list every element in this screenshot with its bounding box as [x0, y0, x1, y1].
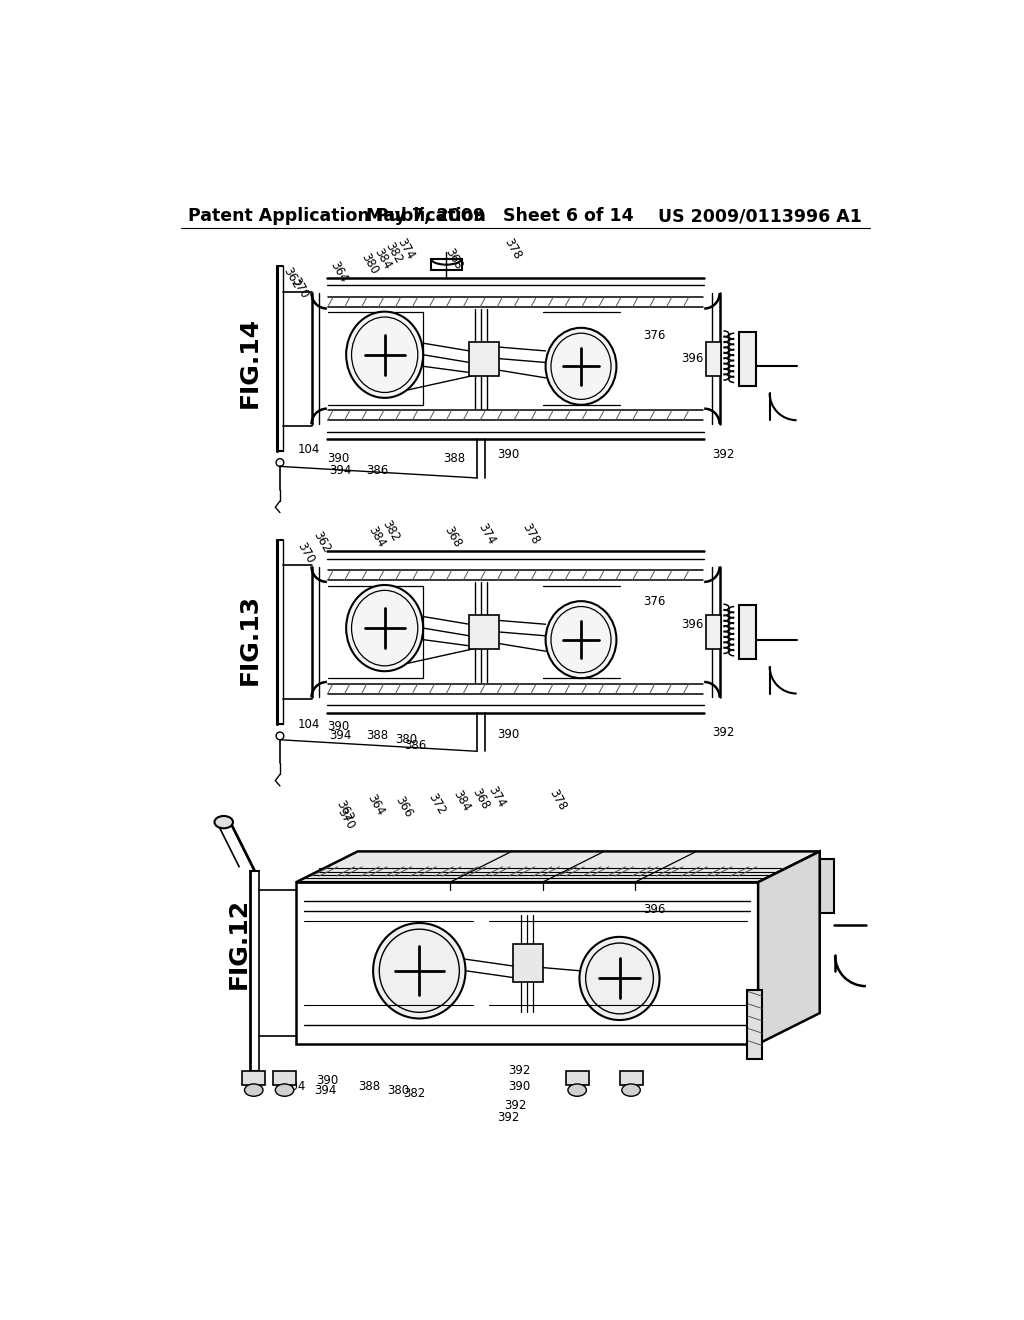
Text: 378: 378: [520, 521, 542, 546]
Ellipse shape: [275, 1084, 294, 1096]
Text: 390: 390: [497, 449, 519, 462]
Bar: [513, 944, 543, 982]
Text: 378: 378: [547, 787, 569, 813]
Text: US 2009/0113996 A1: US 2009/0113996 A1: [658, 207, 862, 226]
Text: 368: 368: [470, 787, 493, 812]
Text: 382: 382: [383, 240, 406, 267]
Text: 376: 376: [643, 329, 666, 342]
Text: 380: 380: [387, 1084, 410, 1097]
Text: 390: 390: [328, 721, 349, 733]
Ellipse shape: [546, 601, 616, 678]
Text: 390: 390: [497, 727, 519, 741]
Text: 374: 374: [395, 235, 418, 261]
Text: 372: 372: [426, 791, 449, 817]
Text: 390: 390: [328, 453, 349, 465]
Bar: [739, 605, 756, 659]
Text: 392: 392: [508, 1064, 530, 1077]
Ellipse shape: [546, 327, 616, 405]
Text: 390: 390: [508, 1080, 530, 1093]
Text: 396: 396: [643, 903, 666, 916]
Text: 392: 392: [713, 449, 734, 462]
Text: 380: 380: [395, 733, 418, 746]
Text: 392: 392: [497, 1110, 519, 1123]
Text: 384: 384: [451, 788, 473, 814]
Text: May 7, 2009   Sheet 6 of 14: May 7, 2009 Sheet 6 of 14: [367, 207, 634, 226]
Text: FIG.14: FIG.14: [238, 317, 262, 408]
Text: 362: 362: [310, 529, 333, 554]
Text: 388: 388: [366, 730, 388, 742]
Text: 366: 366: [392, 793, 415, 820]
Text: 364: 364: [328, 260, 349, 285]
Text: 388: 388: [358, 1080, 380, 1093]
Ellipse shape: [622, 1084, 640, 1096]
Bar: [565, 1071, 589, 1085]
Bar: [739, 331, 756, 385]
Text: 384: 384: [372, 246, 394, 272]
Polygon shape: [758, 851, 819, 1044]
Bar: [819, 859, 834, 913]
Text: 374: 374: [485, 784, 508, 809]
Text: 374: 374: [476, 521, 499, 546]
Text: 362: 362: [334, 799, 356, 824]
Ellipse shape: [214, 816, 233, 829]
Ellipse shape: [580, 937, 659, 1020]
Ellipse shape: [346, 585, 423, 671]
Text: 394: 394: [314, 1084, 337, 1097]
Text: 394: 394: [329, 463, 351, 477]
Bar: [469, 342, 499, 376]
Text: 376: 376: [643, 594, 666, 607]
Ellipse shape: [373, 923, 466, 1019]
Text: 386: 386: [404, 739, 427, 751]
Text: 370: 370: [289, 275, 311, 301]
Text: 392: 392: [713, 726, 734, 739]
Polygon shape: [296, 882, 758, 1044]
Bar: [273, 1071, 296, 1085]
Text: 396: 396: [682, 352, 703, 366]
Text: 394: 394: [329, 730, 351, 742]
Text: 392: 392: [505, 1100, 526, 1111]
Bar: [706, 615, 721, 649]
Bar: [746, 990, 762, 1059]
Text: 104: 104: [298, 718, 321, 731]
Text: 384: 384: [366, 524, 388, 550]
Bar: [620, 1071, 643, 1085]
Text: 382: 382: [380, 519, 402, 544]
Text: 386: 386: [366, 463, 388, 477]
Bar: [243, 1071, 265, 1085]
Bar: [469, 615, 499, 649]
Text: 378: 378: [502, 235, 524, 261]
Text: 104: 104: [298, 444, 321, 455]
Bar: [706, 342, 721, 376]
Text: 368: 368: [442, 246, 465, 272]
Text: 388: 388: [443, 453, 465, 465]
Text: 370: 370: [295, 540, 317, 565]
Ellipse shape: [568, 1084, 587, 1096]
Text: 382: 382: [402, 1088, 425, 1101]
Text: FIG.12: FIG.12: [226, 898, 250, 990]
Text: FIG.13: FIG.13: [238, 594, 262, 685]
Text: 370: 370: [335, 807, 357, 832]
Text: 362: 362: [281, 265, 303, 290]
Text: 380: 380: [358, 251, 381, 277]
Text: 396: 396: [682, 618, 703, 631]
Text: 368: 368: [441, 524, 464, 550]
Text: Patent Application Publication: Patent Application Publication: [188, 207, 486, 226]
Text: 364: 364: [365, 792, 387, 818]
Text: 390: 390: [315, 1074, 338, 1088]
Ellipse shape: [245, 1084, 263, 1096]
Text: 104: 104: [284, 1080, 306, 1093]
Polygon shape: [296, 851, 819, 882]
Ellipse shape: [346, 312, 423, 397]
